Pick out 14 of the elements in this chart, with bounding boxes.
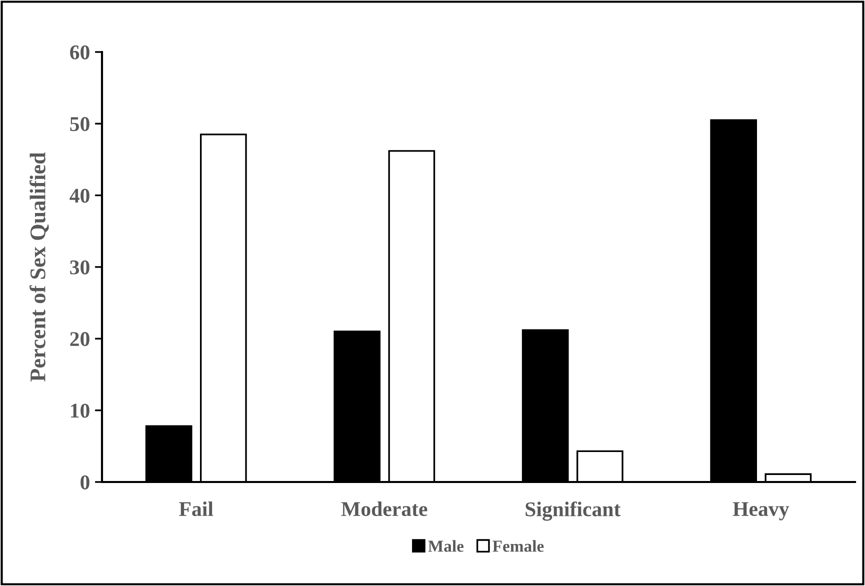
- y-tick-label: 40: [70, 188, 90, 203]
- y-axis-title: Percent of Sex Qualified: [30, 152, 49, 382]
- y-tick-label: 60: [70, 45, 90, 60]
- y-tick-label: 30: [70, 260, 90, 274]
- legend-label: Male: [428, 540, 464, 552]
- x-tick-label: Heavy: [732, 502, 790, 520]
- y-tick-label: 0: [80, 475, 90, 490]
- x-tick-label: Significant: [526, 501, 621, 521]
- x-tick-label: Fail: [179, 501, 214, 516]
- y-tick-label: 50: [70, 117, 90, 132]
- y-tick-label: 20: [70, 332, 90, 346]
- y-tick-label: 10: [71, 404, 90, 418]
- x-tick-label: Moderate: [341, 501, 428, 516]
- legend-label: Female: [492, 540, 544, 552]
